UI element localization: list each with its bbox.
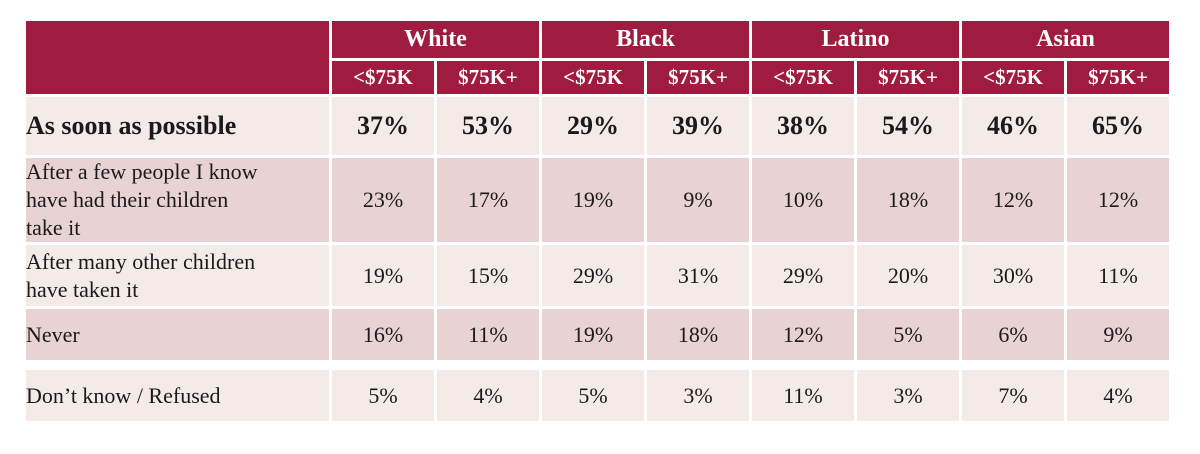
value-cell: 37%	[329, 94, 437, 158]
value-cell: 18%	[854, 154, 963, 246]
income-header-under75k: <$75K	[959, 58, 1068, 97]
table-row-dont-know: Don’t know / Refused 5% 4% 5% 3% 11% 3% …	[23, 363, 1173, 425]
table-row-asap: As soon as possible 37% 53% 29% 39% 38% …	[23, 94, 1173, 158]
value-cell: 54%	[854, 94, 963, 158]
value-cell: 19%	[329, 242, 437, 310]
value-cell: 12%	[749, 306, 858, 371]
value-cell: 20%	[854, 242, 963, 310]
table-row-after-few: After a few people I know have had their…	[23, 154, 1173, 246]
value-cell: 30%	[959, 242, 1068, 310]
value-cell: 5%	[329, 363, 437, 425]
value-cell: 65%	[1064, 94, 1173, 158]
value-cell: 29%	[539, 242, 648, 310]
value-cell: 46%	[959, 94, 1068, 158]
value-cell: 17%	[433, 154, 543, 246]
race-header-row: White Black Latino Asian	[23, 18, 1173, 97]
value-cell: 5%	[854, 306, 963, 371]
value-cell: 7%	[959, 363, 1068, 425]
col-group-white: White	[328, 18, 543, 61]
income-header-over75k: $75K+	[854, 58, 963, 97]
corner-cell	[23, 18, 332, 97]
row-label: After a few people I know have had their…	[23, 154, 332, 246]
row-label: As soon as possible	[23, 94, 332, 158]
value-cell: 53%	[433, 94, 543, 158]
value-cell: 11%	[433, 306, 543, 371]
value-cell: 10%	[749, 154, 858, 246]
vaccine-intent-table: White Black Latino Asian <$75K $75K+ <$7…	[23, 18, 1173, 425]
value-cell: 15%	[433, 242, 543, 310]
value-cell: 9%	[1064, 306, 1173, 371]
income-header-under75k: <$75K	[329, 58, 437, 97]
value-cell: 4%	[433, 363, 543, 425]
value-cell: 23%	[329, 154, 437, 246]
value-cell: 12%	[959, 154, 1068, 246]
value-cell: 12%	[1064, 154, 1173, 246]
value-cell: 39%	[644, 94, 753, 158]
col-group-black: Black	[539, 18, 753, 61]
value-cell: 3%	[854, 363, 963, 425]
value-cell: 6%	[959, 306, 1068, 371]
value-cell: 31%	[644, 242, 753, 310]
income-header-over75k: $75K+	[433, 58, 543, 97]
col-group-asian: Asian	[959, 18, 1173, 61]
row-label: Don’t know / Refused	[23, 363, 332, 425]
value-cell: 29%	[539, 94, 648, 158]
col-group-latino: Latino	[749, 18, 963, 61]
table-row-after-many: After many other children have taken it …	[23, 242, 1173, 310]
value-cell: 9%	[644, 154, 753, 246]
value-cell: 19%	[539, 154, 648, 246]
value-cell: 4%	[1064, 363, 1173, 425]
row-label: Never	[23, 306, 332, 371]
value-cell: 5%	[539, 363, 648, 425]
income-header-over75k: $75K+	[644, 58, 753, 97]
income-header-under75k: <$75K	[539, 58, 648, 97]
value-cell: 38%	[749, 94, 858, 158]
table-row-never: Never 16% 11% 19% 18% 12% 5% 6% 9%	[23, 306, 1173, 371]
value-cell: 18%	[644, 306, 753, 371]
income-header-over75k: $75K+	[1064, 58, 1173, 97]
income-header-row: <$75K $75K+ <$75K $75K+ <$75K $75K+ <$75…	[25, 58, 1173, 97]
value-cell: 16%	[329, 306, 437, 371]
value-cell: 3%	[644, 363, 753, 425]
value-cell: 19%	[539, 306, 648, 371]
value-cell: 11%	[1064, 242, 1173, 310]
income-header-under75k: <$75K	[749, 58, 858, 97]
value-cell: 11%	[749, 363, 858, 425]
row-label: After many other children have taken it	[23, 242, 332, 310]
value-cell: 29%	[749, 242, 858, 310]
